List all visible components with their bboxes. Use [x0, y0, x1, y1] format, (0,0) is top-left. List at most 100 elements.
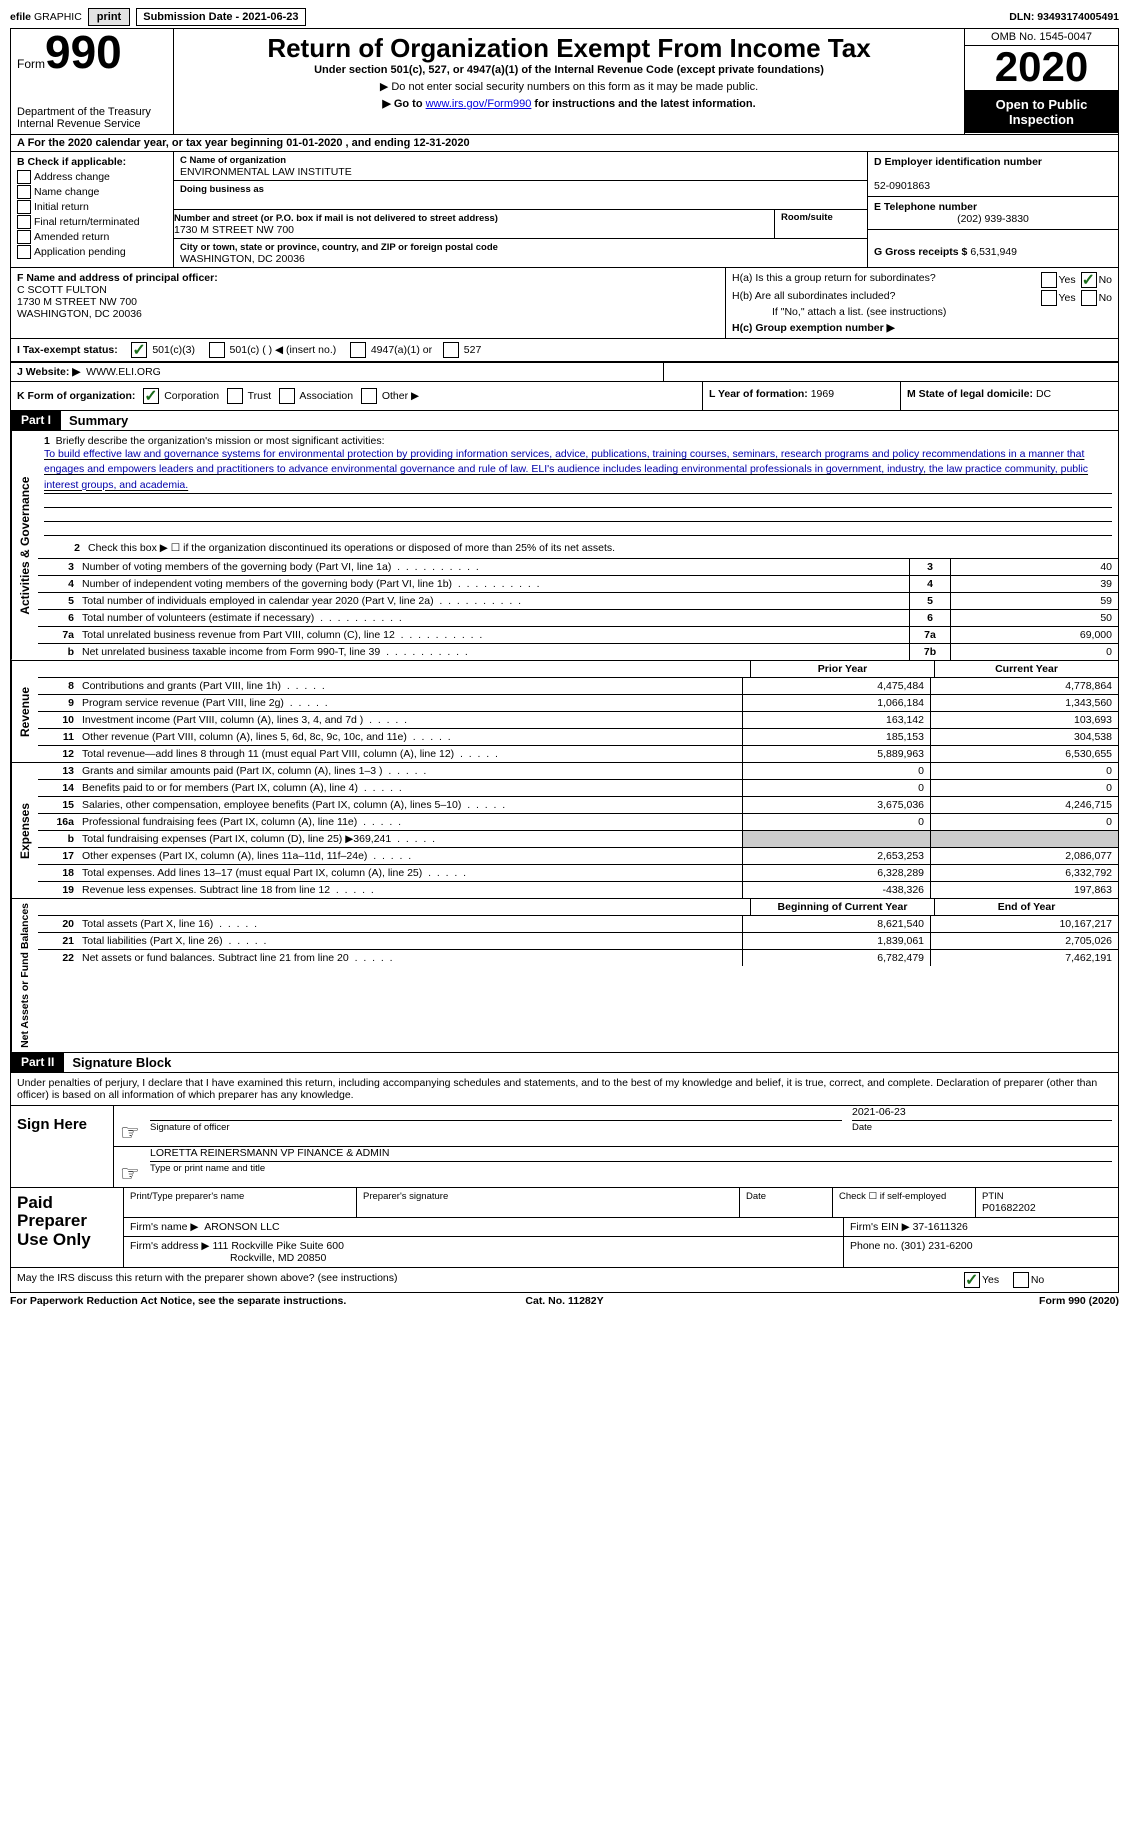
form-subtitle-2: ▶ Do not enter social security numbers o…	[180, 80, 958, 93]
line-val: 40	[950, 559, 1118, 575]
check-association[interactable]	[279, 388, 295, 404]
check-527[interactable]	[443, 342, 459, 358]
hb-no[interactable]	[1081, 290, 1097, 306]
line-num: 13	[38, 763, 78, 779]
footer-left: For Paperwork Reduction Act Notice, see …	[10, 1295, 380, 1307]
box-f: F Name and address of principal officer:…	[11, 268, 726, 338]
fin-row: 8Contributions and grants (Part VIII, li…	[38, 678, 1118, 695]
fin-row: 12Total revenue—add lines 8 through 11 (…	[38, 746, 1118, 762]
prior-val: 3,675,036	[742, 797, 930, 813]
fin-row: 14Benefits paid to or for members (Part …	[38, 780, 1118, 797]
line-val: 69,000	[950, 627, 1118, 643]
addr-label: Number and street (or P.O. box if mail i…	[174, 213, 498, 224]
line-desc: Number of voting members of the governin…	[78, 559, 909, 575]
form-subtitle-1: Under section 501(c), 527, or 4947(a)(1)…	[180, 64, 958, 76]
side-expenses: Expenses	[11, 763, 38, 898]
col-end: End of Year	[934, 899, 1118, 915]
line-num: 4	[38, 576, 78, 592]
discuss-yes[interactable]	[964, 1272, 980, 1288]
mission-block: 1 Briefly describe the organization's mi…	[38, 431, 1118, 536]
check-4947[interactable]	[350, 342, 366, 358]
tel-value: (202) 939-3830	[874, 213, 1112, 225]
curr-val: 7,462,191	[930, 950, 1118, 966]
discuss-no[interactable]	[1013, 1272, 1029, 1288]
box-d: D Employer identification number 52-0901…	[867, 152, 1118, 267]
part-i-governance: Activities & Governance 1 Briefly descri…	[10, 431, 1119, 661]
curr-val: 304,538	[930, 729, 1118, 745]
firm-addr1: 111 Rockville Pike Suite 600	[212, 1240, 344, 1252]
prior-val: 163,142	[742, 712, 930, 728]
fin-row: 13Grants and similar amounts paid (Part …	[38, 763, 1118, 780]
prior-val	[742, 831, 930, 847]
line-num: 10	[38, 712, 78, 728]
check-trust[interactable]	[227, 388, 243, 404]
part-i-header: Part I Summary	[10, 411, 1119, 431]
check-501c3[interactable]	[131, 342, 147, 358]
curr-val: 0	[930, 763, 1118, 779]
line-desc: Benefits paid to or for members (Part IX…	[78, 780, 742, 796]
hb2-label: If "No," attach a list. (see instruction…	[732, 306, 1112, 318]
box-c: C Name of organization ENVIRONMENTAL LAW…	[174, 152, 867, 267]
fin-row: bTotal fundraising expenses (Part IX, co…	[38, 831, 1118, 848]
line-num: 9	[38, 695, 78, 711]
form990-link[interactable]: www.irs.gov/Form990	[426, 98, 532, 110]
check-corporation[interactable]	[143, 388, 159, 404]
room-suite-label: Room/suite	[775, 210, 867, 238]
check-application-pending[interactable]: Application pending	[17, 245, 167, 259]
form-title: Return of Organization Exempt From Incom…	[180, 33, 958, 64]
self-employed-check[interactable]: Check ☐ if self-employed	[833, 1188, 976, 1217]
line-num: 5	[38, 593, 78, 609]
hc-label: H(c) Group exemption number ▶	[732, 322, 895, 334]
curr-val: 4,246,715	[930, 797, 1118, 813]
form-word: Form	[17, 57, 45, 71]
fin-row: 15Salaries, other compensation, employee…	[38, 797, 1118, 814]
gross-value: 6,531,949	[970, 246, 1017, 258]
line-desc: Program service revenue (Part VIII, line…	[78, 695, 742, 711]
line-num: b	[38, 644, 78, 660]
open-to-public: Open to Public Inspection	[965, 91, 1118, 133]
firm-addr2: Rockville, MD 20850	[230, 1252, 326, 1264]
line-desc: Total fundraising expenses (Part IX, col…	[78, 831, 742, 847]
ha-yes[interactable]	[1041, 272, 1057, 288]
check-address-change[interactable]: Address change	[17, 170, 167, 184]
col-current: Current Year	[934, 661, 1118, 677]
line-num: 12	[38, 746, 78, 762]
check-amended-return[interactable]: Amended return	[17, 230, 167, 244]
perjury-declaration: Under penalties of perjury, I declare th…	[10, 1073, 1119, 1106]
part-i-tab: Part I	[11, 411, 61, 430]
part-i-title: Summary	[61, 411, 136, 430]
check-final-return[interactable]: Final return/terminated	[17, 215, 167, 229]
year-formed: 1969	[811, 388, 834, 400]
hb-yes[interactable]	[1041, 290, 1057, 306]
box-b-header: B Check if applicable:	[17, 156, 167, 168]
officer-addr1: 1730 M STREET NW 700	[17, 296, 137, 308]
firm-ein: 37-1611326	[913, 1221, 968, 1233]
print-button[interactable]: print	[88, 8, 130, 26]
line-num: 11	[38, 729, 78, 745]
curr-val: 103,693	[930, 712, 1118, 728]
firm-phone-label: Phone no.	[850, 1240, 898, 1252]
prior-val: 5,889,963	[742, 746, 930, 762]
check-name-change[interactable]: Name change	[17, 185, 167, 199]
year-formed-label: L Year of formation:	[709, 388, 808, 400]
page-footer: For Paperwork Reduction Act Notice, see …	[10, 1293, 1119, 1307]
fh-block: F Name and address of principal officer:…	[10, 268, 1119, 339]
row-ij: I Tax-exempt status: 501(c)(3) 501(c) ( …	[10, 339, 1119, 363]
line-box: 7a	[909, 627, 950, 643]
form-year-block: OMB No. 1545-0047 2020 Open to Public In…	[964, 29, 1118, 134]
form-of-org: K Form of organization: Corporation Trus…	[11, 382, 703, 410]
line-num: 17	[38, 848, 78, 864]
ha-no[interactable]	[1081, 272, 1097, 288]
firm-phone: (301) 231-6200	[901, 1240, 973, 1252]
ein-value: 52-0901863	[874, 180, 930, 192]
prior-val: 1,839,061	[742, 933, 930, 949]
check-initial-return[interactable]: Initial return	[17, 200, 167, 214]
fin-row: 22Net assets or fund balances. Subtract …	[38, 950, 1118, 966]
check-other[interactable]	[361, 388, 377, 404]
city-label: City or town, state or province, country…	[180, 242, 498, 253]
fin-row: 19Revenue less expenses. Subtract line 1…	[38, 882, 1118, 898]
ein-label: D Employer identification number	[874, 156, 1042, 168]
check-501c[interactable]	[209, 342, 225, 358]
line-desc: Professional fundraising fees (Part IX, …	[78, 814, 742, 830]
officer-signature-line[interactable]: Signature of officer	[150, 1120, 842, 1146]
